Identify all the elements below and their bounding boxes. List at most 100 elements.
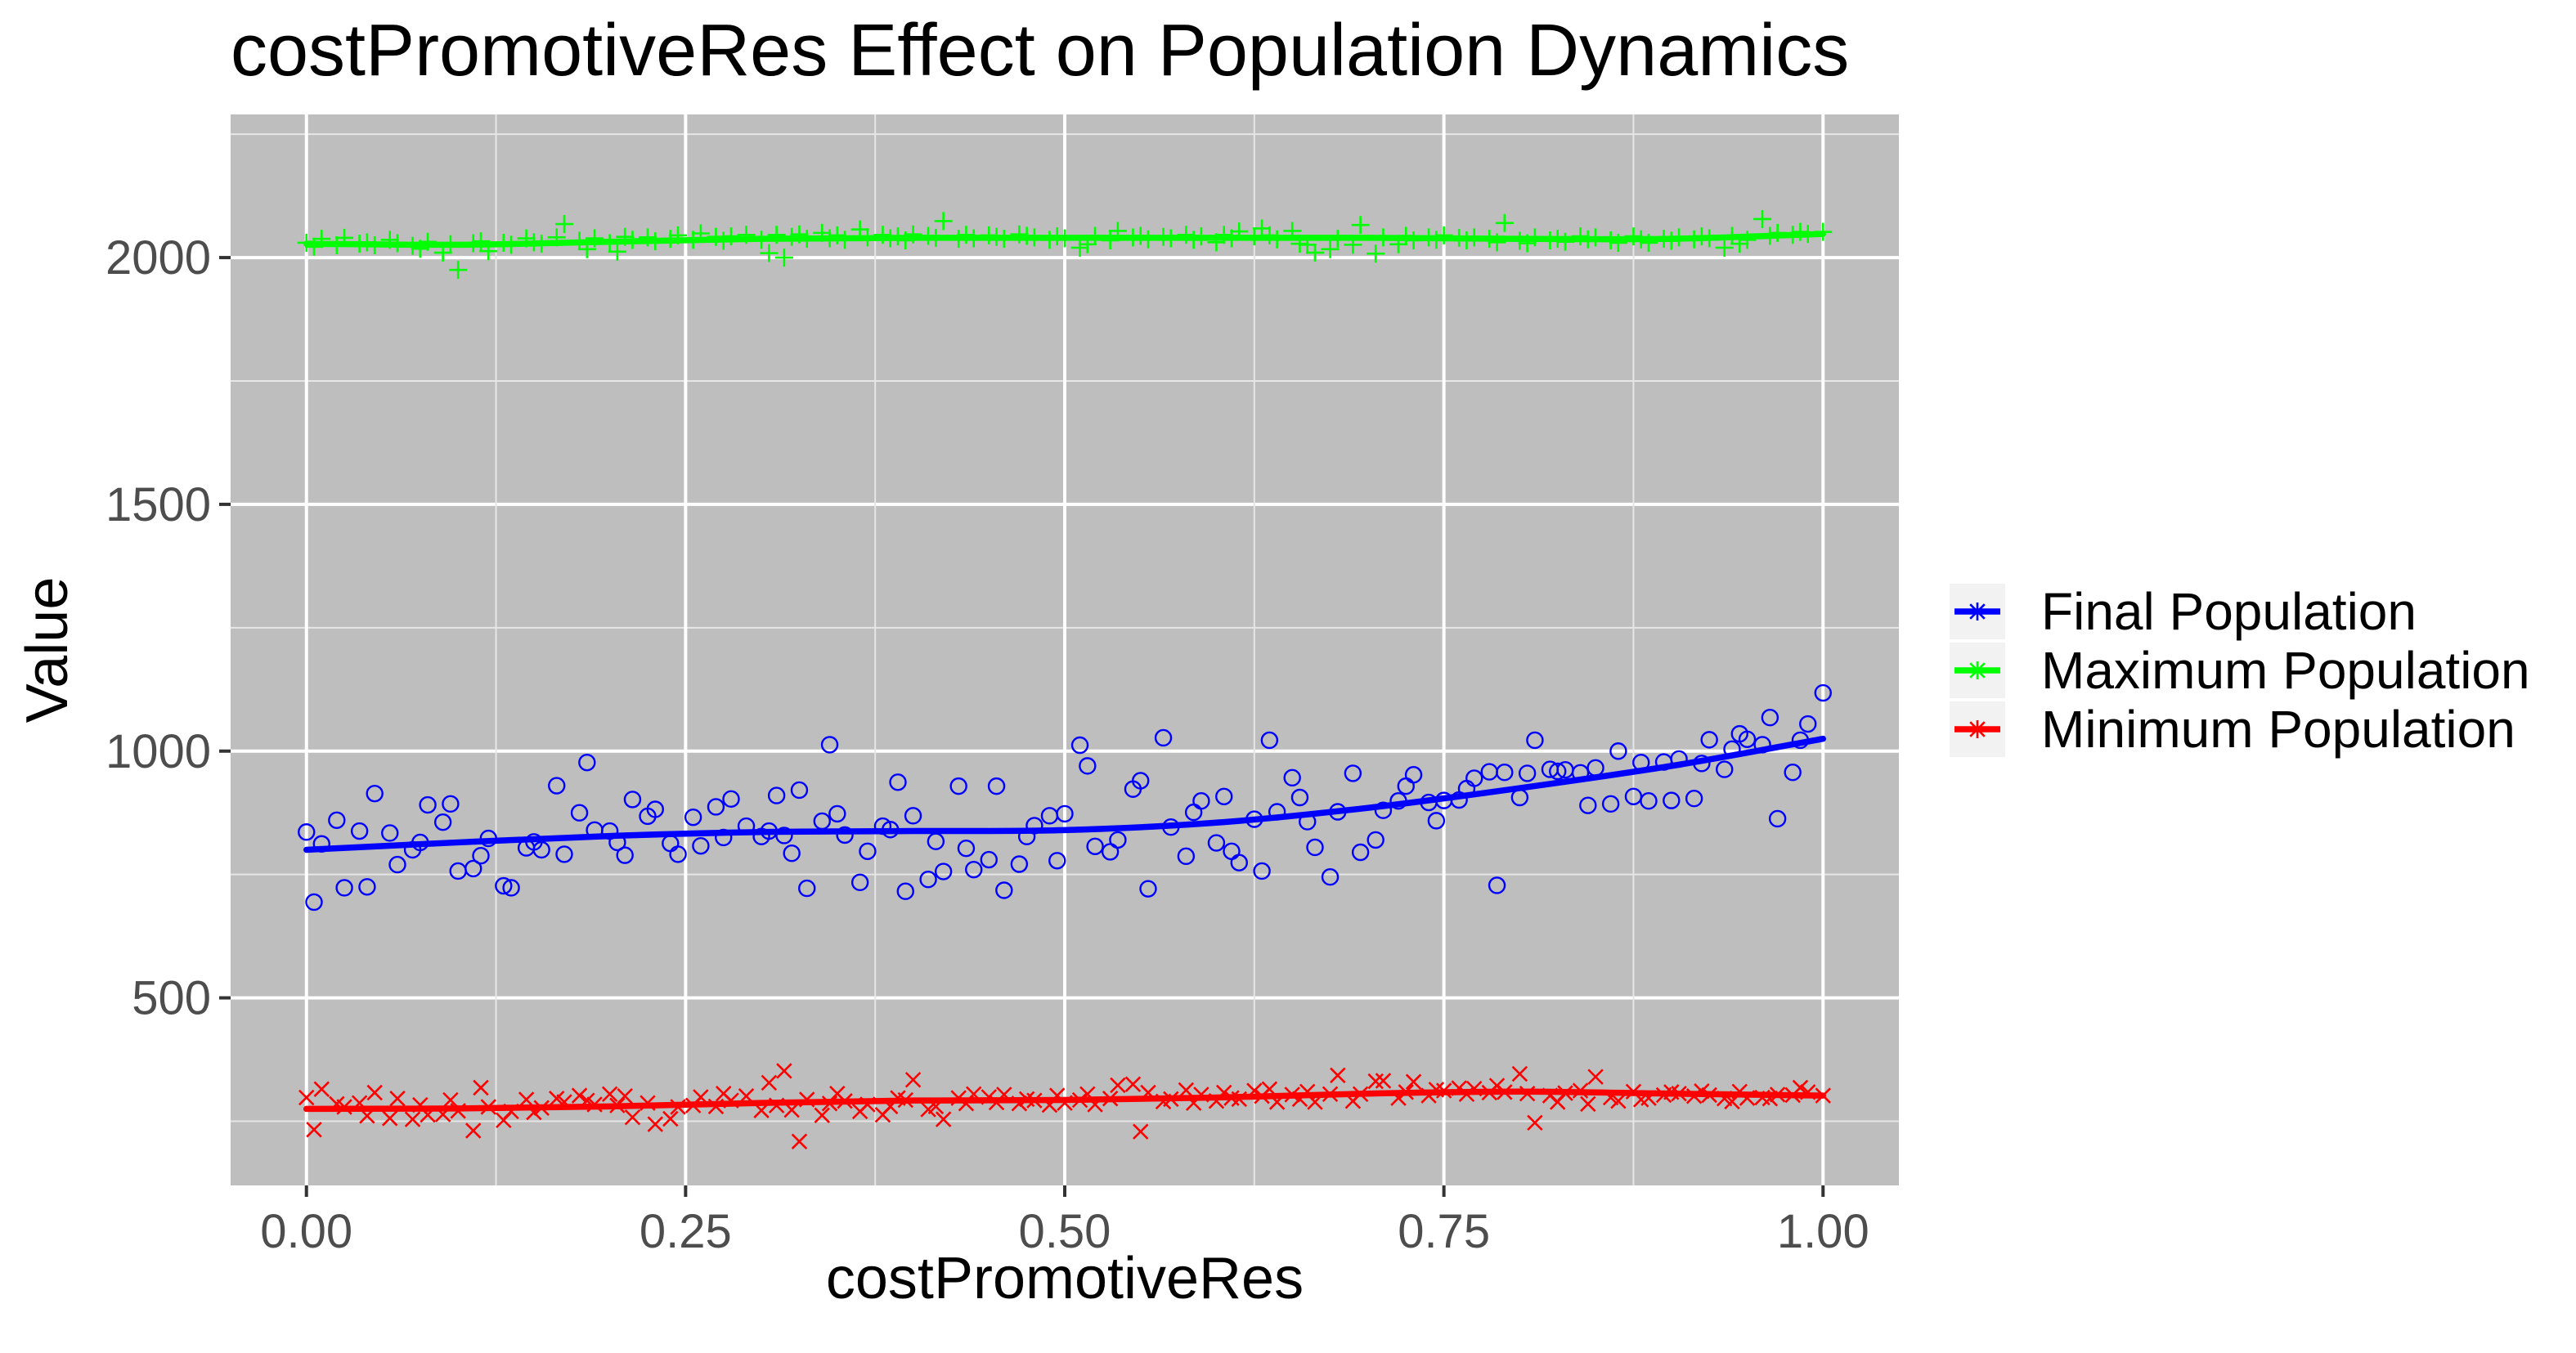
minimum-population-point [389,1091,406,1107]
final-population-point [684,808,702,827]
final-population-point [896,882,914,900]
final-population-point [1056,804,1074,823]
x-tick-label: 0.75 [1398,1205,1490,1258]
final-population-point [1283,768,1301,787]
final-population-point [350,822,369,840]
final-population-point [1609,742,1627,760]
final-population-point [335,879,353,897]
final-population-point [1306,838,1324,857]
final-population-point [987,777,1006,795]
final-population-point [790,781,809,800]
final-population-point [836,826,854,845]
maximum-population-point [1753,209,1772,228]
final-population-point [850,873,869,892]
maximum-population-point [555,215,573,234]
final-population-point [904,807,922,825]
final-population-point [472,847,490,865]
x-axis-title: costPromotiveRes [826,1246,1304,1311]
final-population-point [1192,792,1210,810]
minimum-population-point [935,1111,952,1127]
final-population-point [919,871,937,889]
final-population-point [1086,837,1104,855]
minimum-population-point [298,1089,315,1106]
minimum-population-point [404,1111,421,1127]
minimum-population-point [382,1110,398,1127]
y-axis-title: Value [15,577,80,724]
x-axis-ticks: 0.00 0.25 0.50 0.75 1.00 [260,1185,1869,1258]
x-tick-label: 0.50 [1019,1205,1111,1258]
y-tick-label: 1000 [105,725,211,778]
final-population-point [1010,855,1029,873]
final-population-point [1109,831,1127,849]
final-population-point [1518,764,1537,782]
final-population-point [1663,791,1681,809]
maximum-population-point [934,212,953,231]
final-population-point [1321,867,1340,886]
final-population-point [1079,757,1097,775]
final-population-point [1526,731,1544,750]
final-population-point [1716,760,1734,778]
final-population-point [442,795,460,813]
final-population-point [548,777,566,795]
legend-item-final-population: Final Population [1950,582,2417,641]
final-population-point [965,860,983,879]
final-population-point [1290,788,1309,807]
final-population-point [669,845,687,863]
minimum-population-point [1133,1123,1149,1140]
final-population-point [388,855,406,874]
final-population-point [722,790,740,809]
minimum-population-point [1375,1073,1392,1089]
final-population-point [495,876,513,895]
y-axis-ticks: 500 1000 1500 2000 [105,231,231,1025]
final-population-point [532,840,550,859]
final-population-point [1465,769,1483,787]
final-population-point [1427,812,1446,830]
final-population-point [828,804,846,823]
final-population-point [783,845,801,862]
maximum-population-point [1495,213,1514,232]
final-population-point [692,836,710,855]
legend-item-minimum-population: Minimum Population [1950,700,2515,759]
final-population-point [570,804,589,822]
final-population-point [889,773,907,791]
final-population-point [1215,787,1233,805]
final-population-point [1784,764,1802,782]
final-population-point [623,791,642,809]
y-tick-label: 1500 [105,478,211,531]
final-population-point [1048,852,1066,870]
minimum-population-point [1580,1095,1596,1113]
final-population-point [1132,772,1150,790]
legend-label: Maximum Population [2041,641,2530,700]
minimum-population-point [1367,1073,1384,1090]
final-population-point [1488,876,1506,894]
final-population-point [381,824,399,842]
minimum-population-point [1527,1114,1543,1131]
maximum-population-point [1715,238,1734,257]
final-population-point [419,795,437,814]
final-population-point [1496,764,1514,782]
x-tick-label: 0.00 [260,1205,352,1258]
x-tick-label: 0.25 [640,1205,732,1258]
minimum-population-trend-line [303,1088,1827,1113]
chart-title: costPromotiveRes Effect on Population Dy… [231,10,1849,92]
final-population-point [616,846,634,864]
maximum-population-point [774,249,793,267]
final-population-point [1207,834,1226,852]
maximum-population-point [608,242,626,261]
final-population-point [767,786,786,804]
final-population-point [358,878,376,896]
legend-key-marker [1969,662,1986,679]
final-population-point [1799,715,1817,733]
final-population-point [798,879,816,898]
final-population-point [1260,731,1279,750]
legend-key-marker [1969,603,1986,620]
y-tick-label: 500 [132,972,211,1025]
minimum-population-point [647,1116,663,1132]
final-population-point [1814,683,1832,702]
minimum-population-point [442,1091,459,1109]
final-population-point [1768,809,1787,828]
minimum-population-point [1330,1067,1346,1084]
minimum-population-point [1511,1065,1528,1082]
